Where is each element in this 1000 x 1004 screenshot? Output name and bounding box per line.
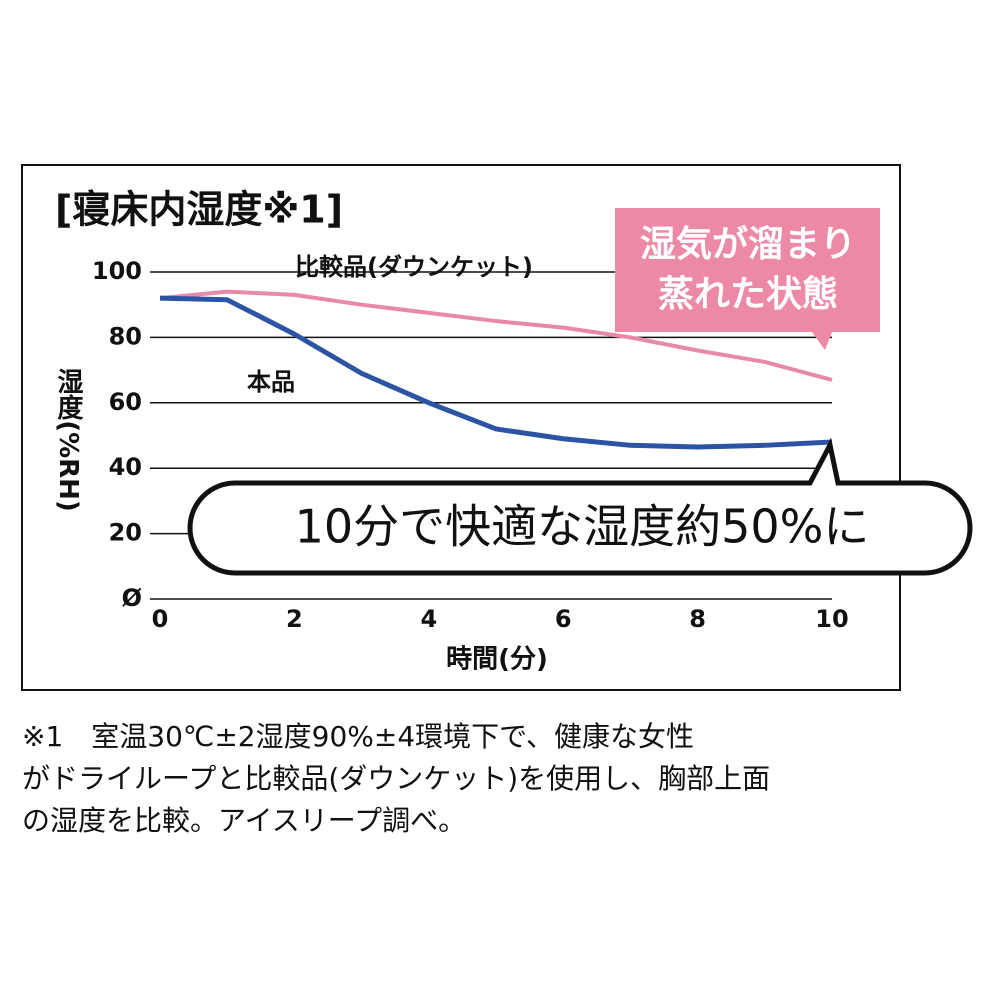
x-tick-label: 0	[152, 605, 169, 633]
x-tick-label: 4	[420, 605, 437, 633]
x-tick-label: 8	[689, 605, 706, 633]
y-tick-label: 20	[109, 519, 142, 547]
y-tick-label: Ø	[122, 584, 142, 612]
series-line	[159, 295, 833, 450]
callout-text: 湿気が溜まり	[640, 224, 856, 265]
callout-box	[615, 208, 880, 350]
y-tick-label: 100	[92, 257, 142, 285]
callout-text: 蒸れた状態	[658, 274, 838, 315]
y-tick-label: 60	[109, 388, 142, 416]
y-tick-label: 80	[109, 322, 142, 350]
note-line: の湿度を比較。アイスリープ調べ。	[22, 804, 466, 837]
notes: ※1 室温30℃±2湿度90%±4環境下で、健康な女性がドライループと比較品(ダ…	[22, 720, 770, 837]
chart-title: [寝床内湿度※1]	[55, 188, 343, 232]
callout-text: 10分で快適な湿度約50%に	[295, 500, 870, 554]
note-line: ※1 室温30℃±2湿度90%±4環境下で、健康な女性	[22, 720, 694, 753]
x-tick-label: 10	[815, 605, 848, 633]
x-tick-label: 6	[555, 605, 572, 633]
series-line	[159, 289, 833, 382]
series-label: 比較品(ダウンケット)	[295, 253, 533, 281]
frame	[21, 164, 901, 691]
grid: Ø 20 40 60 80 100 0 2 4 6 8 10	[92, 257, 849, 633]
y-axis-label: 湿度(%RH)	[53, 368, 83, 512]
y-tick-label: 40	[109, 453, 142, 481]
series-label: 本品	[247, 368, 295, 396]
callout-bubble	[187, 437, 973, 576]
note-line: がドライループと比較品(ダウンケット)を使用し、胸部上面	[22, 762, 770, 795]
x-tick-label: 2	[286, 605, 303, 633]
x-axis-label: 時間(分)	[446, 645, 548, 675]
